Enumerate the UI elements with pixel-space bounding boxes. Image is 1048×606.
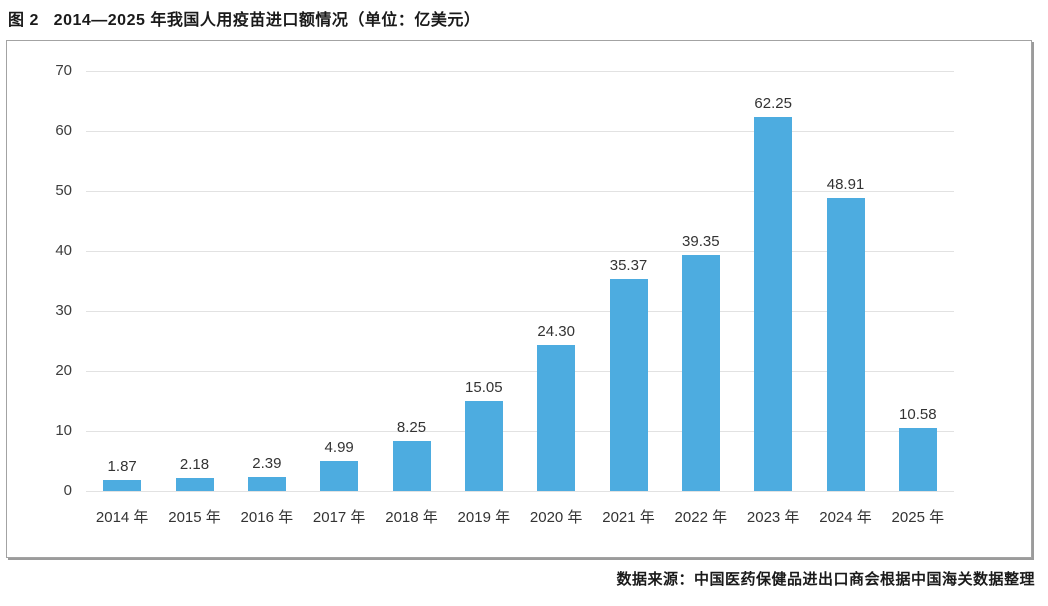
x-axis-tick-label: 2019 年 — [457, 509, 511, 526]
x-axis-tick-label: 2015 年 — [168, 509, 221, 526]
bar-2022 年 — [681, 255, 720, 491]
x-axis-tick-label: 2018 年 — [385, 509, 438, 526]
bar-2021 年 — [609, 279, 648, 491]
x-axis-tick-label: 2016 年 — [240, 509, 294, 526]
y-axis-tick-label: 60 — [55, 122, 72, 139]
gridline-y-60 — [86, 130, 954, 132]
bar-2025 年 — [898, 428, 937, 491]
gridline-y-0 — [86, 490, 954, 492]
bar-value-label: 2.39 — [252, 455, 282, 472]
figure-title: 图 2 2014—2025 年我国人用疫苗进口额情况（单位：亿美元） — [8, 12, 481, 29]
bar-2024 年 — [826, 198, 865, 491]
bar-2016 年 — [247, 477, 286, 491]
bar-value-label: 24.30 — [537, 323, 575, 340]
x-axis-tick-label: 2023 年 — [746, 509, 800, 526]
x-axis-tick-label: 2014 年 — [95, 509, 149, 526]
y-axis-tick-label: 50 — [55, 182, 72, 199]
y-axis-tick-label: 40 — [55, 242, 72, 259]
y-axis-tick-label: 70 — [55, 62, 72, 79]
x-axis-tick-label: 2017 年 — [312, 509, 366, 526]
y-axis-tick-label: 30 — [55, 302, 72, 319]
bar-value-label: 1.87 — [107, 458, 137, 475]
bar-value-label: 2.18 — [179, 456, 210, 473]
x-axis-tick-label: 2025 年 — [891, 509, 945, 526]
bar-value-label: 62.25 — [754, 95, 792, 112]
data-source-caption: 数据来源：中国医药保健品进出口商会根据中国海关数据整理 — [616, 571, 1035, 588]
x-axis-tick-label: 2021 年 — [602, 509, 655, 526]
bar-value-label: 15.05 — [465, 379, 503, 396]
chart-frame: 0 10 20 30 40 50 60 70 1.87 2014 年 2.18 2015 年 2.39 2… — [6, 40, 1032, 558]
bar-value-label: 35.37 — [609, 257, 648, 274]
bar-value-label: 10.58 — [899, 406, 937, 423]
x-axis-tick-label: 2024 年 — [819, 509, 872, 526]
y-axis-tick-label: 0 — [63, 482, 72, 499]
gridline-y-10 — [86, 430, 954, 432]
bar-2014 年 — [103, 480, 142, 491]
bar-value-label: 48.91 — [826, 176, 865, 193]
x-axis-tick-label: 2022 年 — [674, 509, 728, 526]
x-axis-tick-label: 2020 年 — [529, 509, 583, 526]
gridline-y-20 — [86, 370, 954, 372]
gridline-y-70 — [86, 70, 954, 72]
bar-2019 年 — [464, 401, 503, 491]
bar-2020 年 — [537, 345, 576, 491]
bar-value-label: 39.35 — [682, 233, 720, 250]
y-axis-tick-label: 10 — [55, 422, 72, 439]
bar-2018 年 — [392, 441, 431, 491]
bar-value-label: 4.99 — [324, 439, 354, 456]
y-axis-tick-label: 20 — [55, 362, 72, 379]
gridline-y-30 — [86, 310, 954, 312]
bar-value-label: 8.25 — [396, 419, 427, 436]
gridline-y-40 — [86, 250, 954, 252]
bar-2015 年 — [175, 478, 214, 491]
bar-2017 年 — [320, 461, 359, 491]
gridline-y-50 — [86, 190, 954, 192]
bar-2023 年 — [754, 117, 793, 491]
bar-chart-plot-area: 0 10 20 30 40 50 60 70 1.87 2014 年 2.18 2015 年 2.39 2… — [55, 63, 954, 526]
